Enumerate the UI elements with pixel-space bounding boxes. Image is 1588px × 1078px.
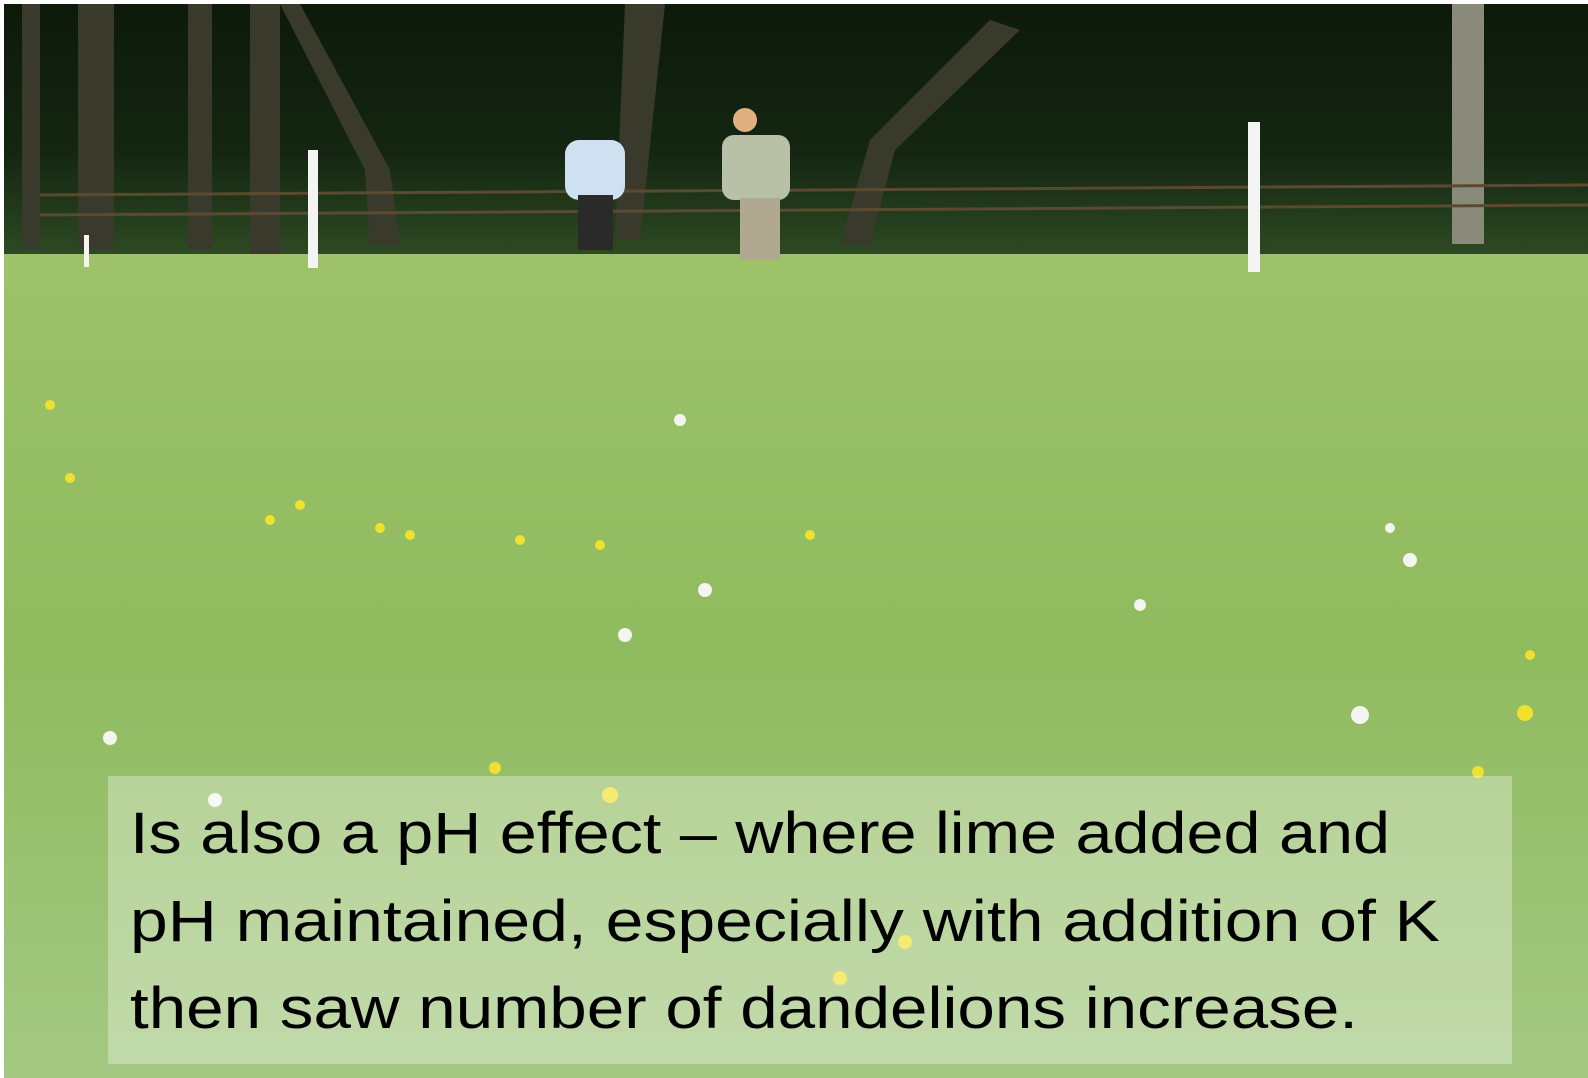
photo (4, 4, 1588, 1078)
tree-line (4, 4, 1588, 254)
posts (84, 122, 1260, 272)
caption-line: Is also a pH effect – where lime added a… (130, 801, 1390, 866)
caption-box (108, 776, 1512, 1064)
clover (103, 414, 1417, 807)
fence (39, 183, 1588, 217)
buttercups (45, 400, 1535, 985)
caption-line: then saw number of dandelions increase. (130, 976, 1358, 1041)
caption-line: pH maintained, especially with addition … (130, 889, 1440, 954)
people (565, 108, 790, 260)
